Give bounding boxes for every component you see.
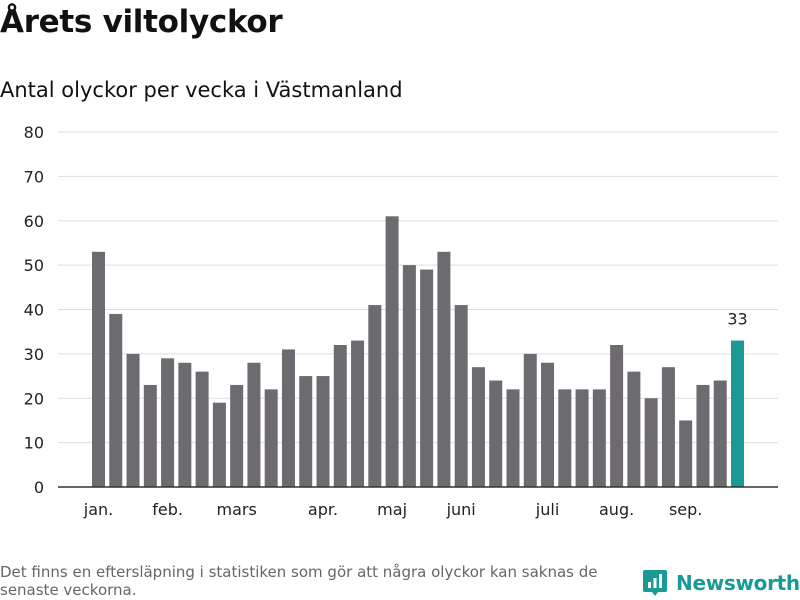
y-tick-label: 0 xyxy=(34,478,44,497)
bar xyxy=(212,402,226,487)
bar xyxy=(178,362,192,487)
bar xyxy=(420,269,434,487)
bar xyxy=(299,376,313,487)
bar xyxy=(523,353,537,487)
x-tick-label: feb. xyxy=(152,500,183,519)
bar xyxy=(368,305,382,487)
newsworthy-logo-icon xyxy=(643,570,667,596)
y-tick-label: 70 xyxy=(24,167,44,186)
bar xyxy=(610,345,624,487)
bar xyxy=(661,367,675,487)
bar xyxy=(109,313,123,487)
chart-subtitle: Antal olyckor per vecka i Västmanland xyxy=(0,78,403,102)
bar xyxy=(454,305,468,487)
y-tick-label: 10 xyxy=(24,434,44,453)
bar xyxy=(402,265,416,487)
bar xyxy=(126,353,140,487)
bar xyxy=(385,216,399,487)
bar xyxy=(230,384,244,487)
data-label: 33 xyxy=(727,310,747,329)
bar xyxy=(575,389,589,487)
bar-highlight xyxy=(731,340,744,487)
bar-chart: 0 10 20 30 40 50 60 70 80 jan. feb. mars apr. maj jun… xyxy=(24,123,778,519)
y-tick-label: 80 xyxy=(24,123,44,142)
bar xyxy=(195,371,209,487)
bar xyxy=(264,389,278,487)
x-tick-label: apr. xyxy=(308,500,338,519)
y-tick-label: 20 xyxy=(24,389,44,408)
gridlines xyxy=(58,131,778,444)
annotations: 33 xyxy=(727,310,747,329)
bar xyxy=(471,367,485,487)
bar xyxy=(247,362,261,487)
bar xyxy=(541,362,555,487)
bar xyxy=(437,251,451,487)
y-tick-label: 40 xyxy=(24,301,44,320)
bar xyxy=(161,358,175,487)
y-tick-label: 30 xyxy=(24,345,44,364)
bar xyxy=(92,251,105,487)
bar xyxy=(696,384,710,487)
bar xyxy=(333,345,347,487)
bar xyxy=(316,376,330,487)
x-tick-label: maj xyxy=(377,500,407,519)
bar xyxy=(558,389,572,487)
bars xyxy=(92,216,744,487)
y-axis-tick-labels: 0 10 20 30 40 50 60 70 80 xyxy=(24,123,44,497)
bar xyxy=(281,349,295,487)
chart-title: Årets viltolyckor xyxy=(0,4,283,40)
bar xyxy=(627,371,641,487)
footer-note: Det finns en eftersläpning i statistiken… xyxy=(0,563,598,599)
x-tick-label: jan. xyxy=(83,500,113,519)
x-tick-label: mars xyxy=(217,500,257,519)
bar xyxy=(644,398,658,487)
bar xyxy=(489,380,503,487)
bar xyxy=(679,420,693,487)
y-tick-label: 50 xyxy=(24,256,44,275)
bar xyxy=(351,340,365,487)
x-tick-label: juli xyxy=(535,500,559,519)
x-axis-tick-labels: jan. feb. mars apr. maj juni juli aug. sep. xyxy=(83,500,703,519)
y-tick-label: 60 xyxy=(24,212,44,231)
bar xyxy=(713,380,727,487)
newsworthy-logo-text: Newsworthy xyxy=(676,571,800,595)
bar xyxy=(143,384,157,487)
x-tick-label: aug. xyxy=(599,500,634,519)
newsworthy-logo[interactable]: Newsworthy xyxy=(642,568,800,598)
x-tick-label: juni xyxy=(446,500,476,519)
bar xyxy=(506,389,520,487)
bar xyxy=(592,389,606,487)
x-tick-label: sep. xyxy=(669,500,702,519)
